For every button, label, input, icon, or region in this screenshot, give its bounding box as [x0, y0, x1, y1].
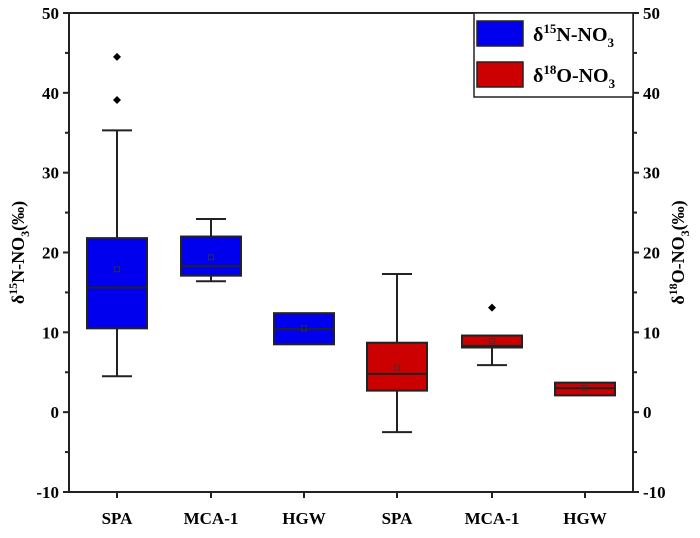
mean-marker — [114, 266, 120, 273]
y-axis-label-left-base: δ — [8, 295, 28, 304]
outlier-point — [113, 52, 121, 61]
x-tick-label: MCA-1 — [465, 509, 520, 528]
legend-label-mid: O-NO — [556, 65, 608, 87]
legend-label: δ15N-NO3 — [533, 21, 615, 50]
y-axis-label-right-mid: O-NO — [668, 236, 688, 283]
mean-marker — [489, 338, 495, 345]
left-tick-label: 30 — [42, 164, 59, 183]
y-axis-label-right-sub: 3 — [678, 230, 692, 236]
legend-label: δ18O-NO3 — [533, 62, 616, 91]
mean-marker — [301, 325, 307, 332]
y-axis-label-left: δ15N-NO3(‰) — [6, 201, 32, 304]
x-tick-label: HGW — [563, 509, 606, 528]
left-tick-label: 50 — [42, 4, 59, 23]
legend-label-sup: 15 — [543, 21, 557, 36]
y-axis-label-left-tail: (‰) — [8, 201, 29, 231]
x-tick-label: HGW — [282, 509, 325, 528]
box-body — [366, 341, 428, 392]
y-axis-label-left-sub: 3 — [18, 231, 32, 237]
legend-label-sup: 18 — [543, 62, 557, 77]
mean-marker — [208, 254, 214, 261]
box-mca-1-n15 — [180, 217, 242, 283]
legend-label-sub: 3 — [609, 76, 616, 91]
legend-label-mid: N-NO — [556, 24, 607, 46]
x-tick-label: SPA — [102, 509, 134, 528]
left-tick-label: 20 — [42, 244, 59, 263]
legend-label-base: δ — [533, 65, 543, 87]
box-body — [461, 334, 523, 349]
box-spa-n15 — [86, 52, 148, 378]
box-hgw-o18 — [554, 381, 616, 397]
y-axis-label-right: δ18O-NO3(‰) — [666, 200, 692, 304]
box-body — [180, 235, 242, 277]
right-tick-label: 30 — [643, 164, 660, 183]
mean-marker — [394, 364, 400, 371]
left-tick-label: 0 — [51, 403, 60, 422]
left-tick-label: 40 — [42, 84, 59, 103]
y-axis-label-right-sup: 18 — [666, 283, 680, 295]
right-tick-label: 50 — [643, 4, 660, 23]
left-tick-label: 10 — [42, 323, 59, 342]
right-tick-label: 20 — [643, 244, 660, 263]
box-body — [86, 237, 148, 330]
left-tick-label: -10 — [36, 483, 59, 502]
legend-label-sub: 3 — [608, 35, 615, 50]
legend-swatch — [476, 61, 524, 88]
outlier-point — [113, 96, 121, 105]
right-tick-label: -10 — [643, 483, 666, 502]
right-tick-label: 10 — [643, 323, 660, 342]
outlier-point — [488, 303, 496, 312]
y-axis-label-right-tail: (‰) — [668, 200, 689, 230]
box-hgw-n15 — [273, 312, 335, 346]
y-axis-label-left-mid: N-NO — [8, 237, 28, 283]
legend-label-base: δ — [533, 24, 543, 46]
y-axis-label-right-base: δ — [668, 295, 688, 304]
box-spa-o18 — [366, 273, 428, 434]
y-axis-label-left-sup: 15 — [6, 283, 20, 295]
x-tick-label: MCA-1 — [184, 509, 239, 528]
x-tick-label: SPA — [382, 509, 414, 528]
box-mca-1-o18 — [461, 303, 523, 367]
right-tick-label: 40 — [643, 84, 660, 103]
right-tick-label: 0 — [643, 403, 652, 422]
legend-swatch — [476, 20, 524, 47]
mean-marker — [582, 385, 588, 392]
